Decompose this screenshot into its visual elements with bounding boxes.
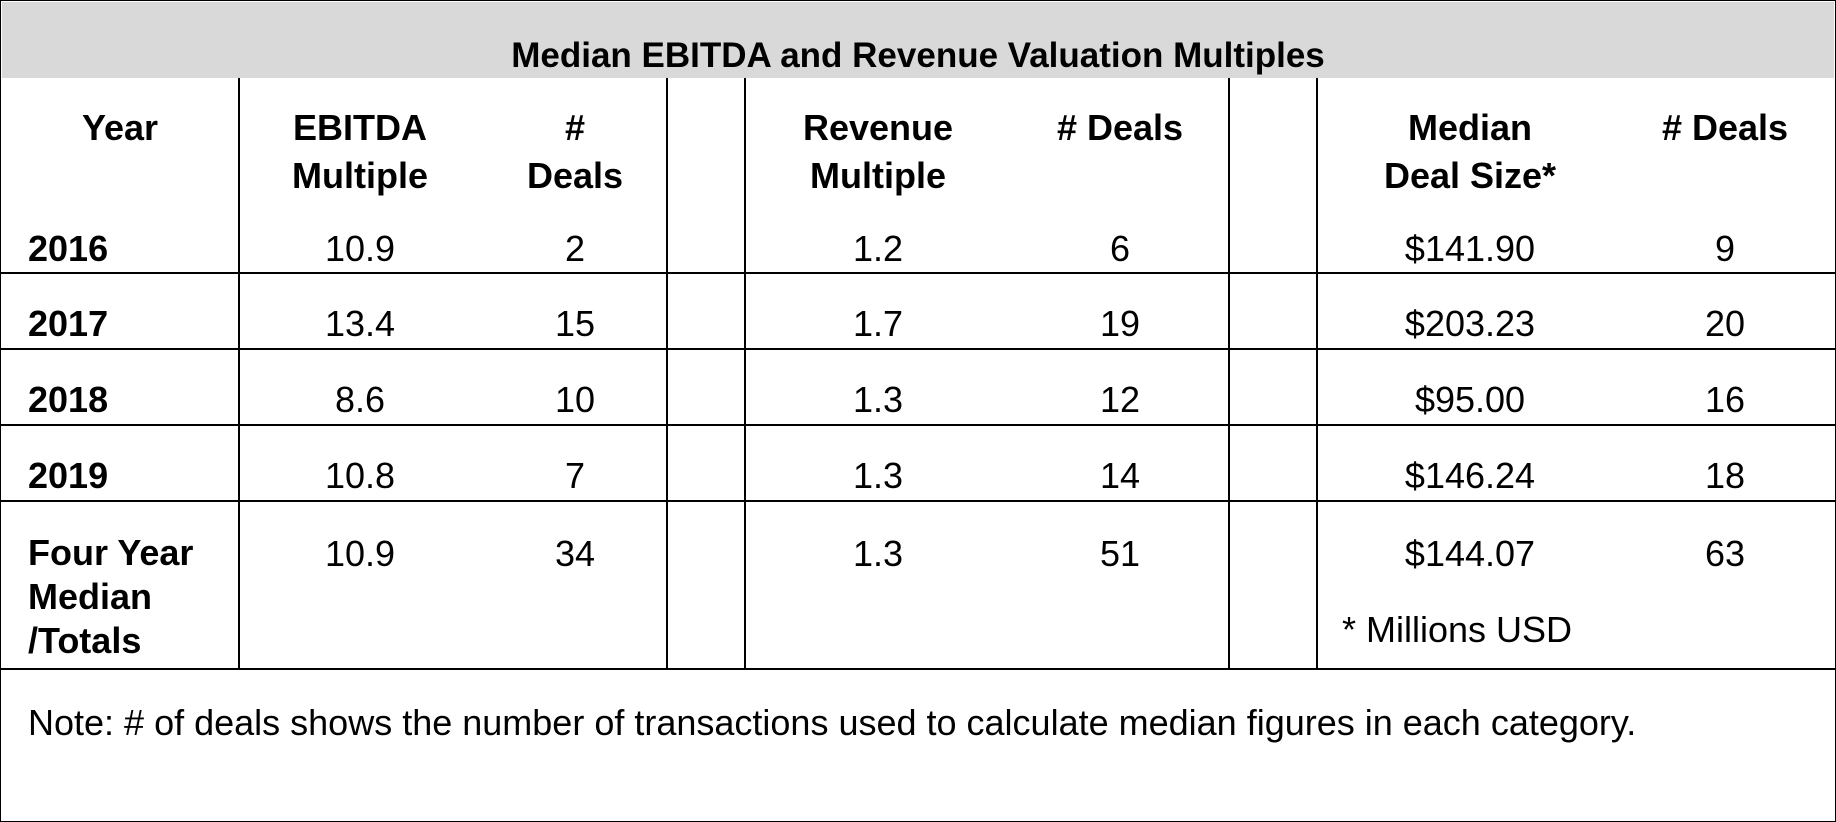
cell-size-deals: 20 — [1704, 303, 1746, 344]
cell-ebitda-deals: 15 — [554, 303, 596, 344]
cell-deal-size: $141.90 — [1404, 228, 1536, 269]
cell-ebitda-deals: 10 — [554, 379, 596, 420]
cell-revenue-deals: 6 — [1109, 228, 1131, 269]
header-deal-size: Deal Size* — [1383, 155, 1557, 196]
cell-size-deals: 16 — [1704, 379, 1746, 420]
cell-ebitda: 13.4 — [324, 303, 396, 344]
cell-revenue-deals: 12 — [1099, 379, 1141, 420]
cell-year: 2019 — [28, 455, 109, 496]
header-ebitda-multiple: Multiple — [292, 155, 428, 196]
row-divider — [0, 272, 1836, 274]
header-year: Year — [81, 107, 159, 148]
header-revenue-multiple: Revenue — [802, 107, 954, 148]
cell-revenue-deals: 51 — [1099, 533, 1141, 574]
header-revenue-deals: # Deals — [1056, 107, 1184, 148]
cell-revenue-deals: 19 — [1099, 303, 1141, 344]
cell-revenue: 1.3 — [852, 455, 904, 496]
header-ebitda-multiple: EBITDA — [293, 107, 427, 148]
totals-label: Median — [28, 576, 153, 617]
header-ebitda-deals: Deals — [526, 155, 624, 196]
cell-ebitda: 10.9 — [324, 533, 396, 574]
table-title: Median EBITDA and Revenue Valuation Mult… — [511, 36, 1325, 75]
cell-deal-size: $146.24 — [1404, 455, 1536, 496]
table-note: Note: # of deals shows the number of tra… — [28, 702, 1637, 743]
cell-ebitda-deals: 34 — [554, 533, 596, 574]
header-size-deals: # Deals — [1661, 107, 1789, 148]
title-bar: Median EBITDA and Revenue Valuation Mult… — [2, 2, 1834, 78]
cell-size-deals: 63 — [1704, 533, 1746, 574]
cell-deal-size: $203.23 — [1404, 303, 1536, 344]
cell-year: 2017 — [28, 303, 109, 344]
cell-deal-size: $95.00 — [1414, 379, 1526, 420]
cell-ebitda-deals: 2 — [564, 228, 586, 269]
cell-revenue-deals: 14 — [1099, 455, 1141, 496]
row-divider — [0, 500, 1836, 502]
column-divider — [238, 78, 240, 670]
cell-revenue: 1.7 — [852, 303, 904, 344]
cell-size-deals: 9 — [1714, 228, 1736, 269]
cell-revenue: 1.3 — [852, 533, 904, 574]
cell-revenue: 1.3 — [852, 379, 904, 420]
cell-ebitda: 10.9 — [324, 228, 396, 269]
cell-ebitda: 8.6 — [334, 379, 386, 420]
row-divider — [0, 424, 1836, 426]
header-revenue-multiple: Multiple — [810, 155, 946, 196]
totals-label: Four Year — [28, 532, 194, 573]
cell-year: 2018 — [28, 379, 109, 420]
column-divider — [744, 78, 746, 670]
cell-year: 2016 — [28, 228, 109, 269]
cell-deal-size: $144.07 — [1404, 533, 1536, 574]
totals-label: /Totals — [28, 620, 142, 661]
footnote: * Millions USD — [1342, 609, 1573, 650]
header-deal-size: Median — [1407, 107, 1532, 148]
cell-revenue: 1.2 — [852, 228, 904, 269]
cell-size-deals: 18 — [1704, 455, 1746, 496]
column-divider — [1228, 78, 1230, 670]
column-divider — [666, 78, 668, 670]
row-divider — [0, 348, 1836, 350]
header-ebitda-deals: # — [564, 107, 586, 148]
row-divider — [0, 668, 1836, 670]
column-divider — [1316, 78, 1318, 670]
cell-ebitda: 10.8 — [324, 455, 396, 496]
cell-ebitda-deals: 7 — [564, 455, 586, 496]
